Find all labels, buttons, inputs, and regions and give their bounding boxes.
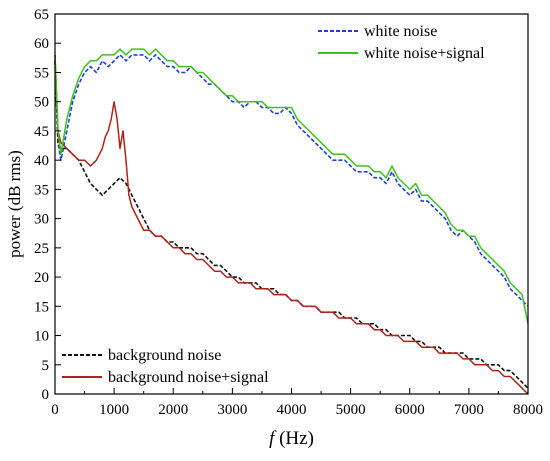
x-tick-label: 1000 [99, 402, 129, 418]
series-layer [54, 48, 529, 395]
x-tick-label: 8000 [513, 402, 543, 418]
x-tick-label: 5000 [336, 402, 366, 418]
x-tick-label: 3000 [217, 402, 247, 418]
y-tick-label: 60 [34, 36, 49, 52]
series-line-background-noise [54, 60, 529, 389]
y-tick-label: 45 [34, 124, 49, 140]
legend-top-right: white noise white noise+signal [318, 23, 485, 62]
y-tick-label: 15 [34, 299, 49, 315]
legend-layer: white noise white noise+signal background … [62, 23, 485, 386]
y-tick-label: 50 [34, 95, 49, 111]
y-tick-label: 65 [34, 7, 49, 23]
y-tick-label: 5 [42, 358, 50, 374]
y-tick-label: 20 [34, 270, 49, 286]
legend-label-white-noise-signal: white noise+signal [364, 45, 485, 62]
y-tick-label: 10 [34, 329, 49, 345]
legend-bottom-left: background noise background noise+signal [62, 347, 269, 386]
legend-label-background-noise: background noise [108, 347, 221, 364]
x-tick-label: 6000 [395, 402, 425, 418]
x-axis-label-unit: (Hz) [279, 428, 314, 449]
x-tick-label: 0 [51, 402, 59, 418]
plot-frame [54, 13, 529, 395]
x-axis-label-symbol: f [269, 428, 277, 449]
y-tick-label: 30 [34, 212, 49, 228]
series-line-background-noise-signal [54, 54, 529, 395]
y-tick-label: 0 [42, 387, 50, 403]
y-tick-label: 40 [34, 153, 49, 169]
y-tick-label: 35 [34, 182, 49, 198]
ticks-layer: 0 1000 2000 3000 4000 5000 6000 7000 8000 0 5 10 15 2… [34, 7, 543, 418]
series-line-white-noise-signal [54, 48, 529, 324]
x-tick-label: 4000 [277, 402, 307, 418]
y-tick-label: 55 [34, 65, 49, 81]
legend-label-white-noise: white noise [364, 23, 437, 40]
series-line-white-noise [54, 54, 529, 307]
x-tick-label: 2000 [158, 402, 188, 418]
y-tick-label: 25 [34, 241, 49, 257]
y-axis-label: power (dB rms) [5, 150, 24, 258]
legend-label-background-noise-signal: background noise+signal [108, 369, 269, 386]
x-tick-label: 7000 [454, 402, 484, 418]
x-axis-label: f (Hz) [269, 428, 314, 449]
